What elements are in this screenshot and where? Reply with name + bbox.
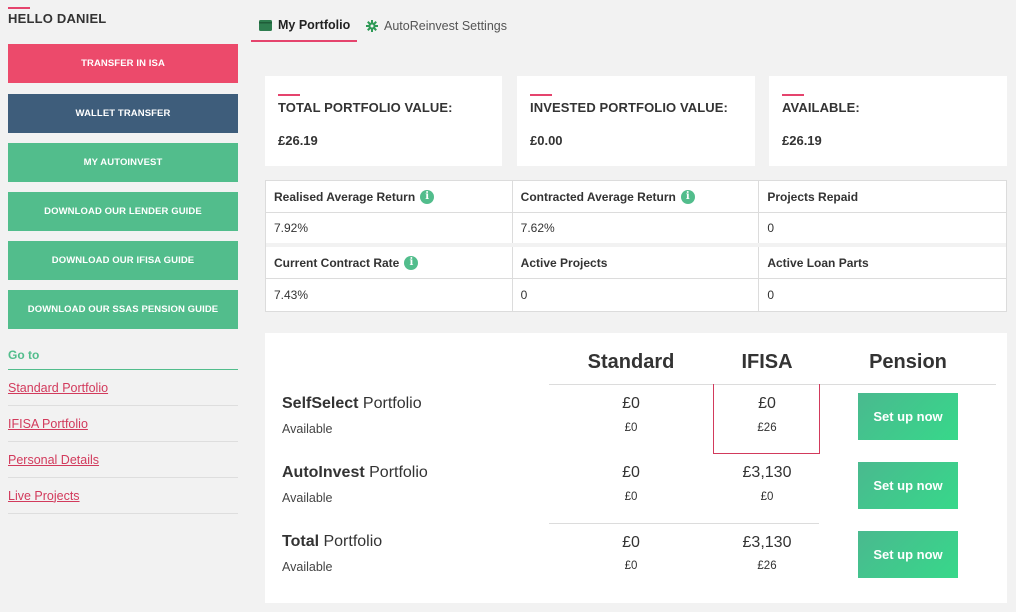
- selfselect-row-sub: Available: [282, 422, 333, 436]
- total-row-title: Total Portfolio: [282, 533, 382, 551]
- card-accent: [278, 94, 300, 96]
- info-icon[interactable]: i: [420, 189, 435, 204]
- header-divider: [549, 384, 996, 385]
- autoinvest-ifisa-available: £0: [760, 491, 774, 503]
- stats-header-cell: Active Loan Parts: [759, 247, 1006, 278]
- row-title-bold: SelfSelect: [282, 395, 359, 412]
- greeting-accent: [8, 7, 30, 9]
- transfer-in-isa-button[interactable]: TRANSFER IN ISA: [8, 44, 238, 83]
- stats-header-cell: Projects Repaid: [759, 181, 1006, 212]
- autoinvest-row-sub: Available: [282, 491, 333, 505]
- selfselect-row-title: SelfSelect Portfolio: [282, 395, 422, 413]
- my-autoinvest-button[interactable]: MY AUTOINVEST: [8, 143, 238, 182]
- link-ifisa-portfolio[interactable]: IFISA Portfolio: [8, 406, 238, 442]
- download-ifisa-guide-button[interactable]: DOWNLOAD OUR IFISA GUIDE: [8, 241, 238, 280]
- current-contract-rate-value: 7.43%: [266, 279, 513, 311]
- total-ifisa-amount: £3,130: [742, 534, 792, 551]
- row-title-bold: Total: [282, 533, 320, 550]
- invested-portfolio-label: INVESTED PORTFOLIO VALUE:: [530, 100, 728, 115]
- stats-header-cell: Current Contract Rate i: [266, 247, 513, 278]
- projects-repaid-value: 0: [767, 221, 775, 235]
- tab-my-portfolio[interactable]: My Portfolio: [251, 10, 357, 42]
- stats-header-row: Current Contract Rate i Active Projects …: [266, 247, 1006, 279]
- info-icon[interactable]: i: [404, 255, 419, 270]
- portfolio-matrix: Standard IFISA Pension SelfSelect Portfo…: [265, 333, 1007, 603]
- stats-value-row: 7.92% 7.62% 0: [266, 213, 1006, 247]
- card-accent: [530, 94, 552, 96]
- card-accent: [782, 94, 804, 96]
- available-card: AVAILABLE: £26.19: [769, 76, 1007, 166]
- tab-my-portfolio-label: My Portfolio: [278, 18, 351, 32]
- invested-portfolio-card: INVESTED PORTFOLIO VALUE: £0.00: [517, 76, 755, 166]
- total-ifisa-available: £26: [757, 560, 777, 572]
- autoinvest-standard-amount: £0: [622, 464, 640, 481]
- active-projects-value: 0: [513, 279, 760, 311]
- row-title-rest: Portfolio: [364, 464, 428, 481]
- realised-average-return-label: Realised Average Return: [274, 189, 416, 204]
- active-loan-parts-value: 0: [767, 288, 775, 302]
- stats-header-row: Realised Average Return i Contracted Ave…: [266, 181, 1006, 213]
- active-loan-parts-label: Active Loan Parts: [767, 255, 869, 270]
- autoinvest-row-title: AutoInvest Portfolio: [282, 464, 428, 482]
- download-lender-guide-button[interactable]: DOWNLOAD OUR LENDER GUIDE: [8, 192, 238, 231]
- realised-average-return-value: 7.92%: [266, 213, 513, 243]
- available-value: £26.19: [782, 133, 822, 148]
- total-standard-available: £0: [624, 560, 638, 572]
- available-label: AVAILABLE:: [782, 100, 860, 115]
- tab-autoreinvest-settings-label: AutoReinvest Settings: [384, 19, 507, 33]
- active-projects-label: Active Projects: [520, 255, 608, 270]
- autoinvest-ifisa-amount: £3,130: [742, 464, 792, 481]
- selfselect-pension-setup-button[interactable]: Set up now: [858, 393, 958, 440]
- gear-icon: [366, 20, 378, 32]
- column-standard: Standard: [587, 351, 675, 373]
- selfselect-standard-available: £0: [624, 422, 638, 434]
- selfselect-standard-amount: £0: [622, 395, 640, 412]
- stats-header-cell: Active Projects: [513, 247, 760, 278]
- contracted-average-return-label: Contracted Average Return: [520, 189, 676, 204]
- total-portfolio-value: £26.19: [278, 133, 318, 148]
- goto-divider: [8, 369, 238, 370]
- selfselect-ifisa-available: £26: [757, 422, 777, 434]
- total-standard-amount: £0: [622, 534, 640, 551]
- stats-table: Realised Average Return i Contracted Ave…: [265, 180, 1007, 312]
- total-portfolio-card: TOTAL PORTFOLIO VALUE: £26.19: [265, 76, 502, 166]
- autoinvest-standard-available: £0: [624, 491, 638, 503]
- wallet-icon: [259, 19, 272, 31]
- stats-header-cell: Contracted Average Return i: [513, 181, 760, 212]
- row-title-rest: Portfolio: [358, 395, 422, 412]
- info-icon[interactable]: i: [680, 189, 695, 204]
- total-portfolio-label: TOTAL PORTFOLIO VALUE:: [278, 100, 453, 115]
- link-live-projects[interactable]: Live Projects: [8, 478, 238, 514]
- column-pension: Pension: [869, 351, 947, 373]
- stats-header-cell: Realised Average Return i: [266, 181, 513, 212]
- total-pension-setup-button[interactable]: Set up now: [858, 531, 958, 578]
- total-row-sub: Available: [282, 560, 333, 574]
- contracted-average-return-value: 7.62%: [513, 213, 760, 243]
- projects-repaid-label: Projects Repaid: [767, 189, 859, 204]
- selfselect-ifisa-amount: £0: [758, 395, 776, 412]
- link-standard-portfolio[interactable]: Standard Portfolio: [8, 370, 238, 406]
- tab-autoreinvest-settings[interactable]: AutoReinvest Settings: [366, 10, 507, 42]
- ifisa-highlight-box: [713, 384, 820, 454]
- wallet-transfer-button[interactable]: WALLET TRANSFER: [8, 94, 238, 133]
- current-contract-rate-label: Current Contract Rate: [274, 255, 400, 270]
- link-personal-details[interactable]: Personal Details: [8, 442, 238, 478]
- autoinvest-pension-setup-button[interactable]: Set up now: [858, 462, 958, 509]
- row-title-rest: Portfolio: [319, 533, 383, 550]
- goto-heading: Go to: [8, 348, 40, 362]
- row-title-bold: AutoInvest: [282, 464, 365, 481]
- column-ifisa: IFISA: [741, 351, 793, 373]
- greeting: HELLO DANIEL: [8, 11, 107, 26]
- total-divider: [549, 523, 819, 524]
- invested-portfolio-value: £0.00: [530, 133, 563, 148]
- stats-value-row: 7.43% 0 0: [266, 279, 1006, 311]
- download-ssas-pension-guide-button[interactable]: DOWNLOAD OUR SSAS PENSION GUIDE: [8, 290, 238, 329]
